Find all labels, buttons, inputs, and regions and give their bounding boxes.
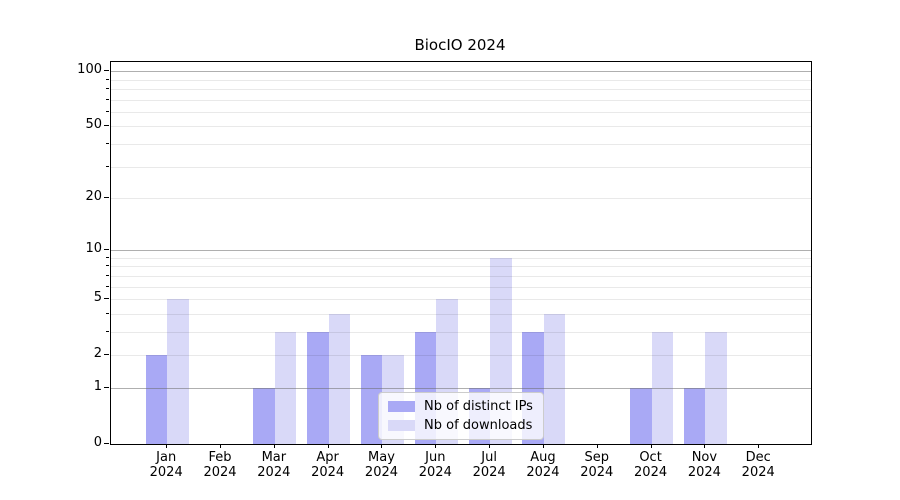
y-minor-tick [106,274,109,276]
year-label: 2024 [580,465,614,480]
y-tick-label: 10 [85,241,102,257]
y-minor-tick [106,98,109,100]
x-tick [381,444,383,448]
month-label: May [368,450,395,465]
x-tick [435,444,437,448]
year-label: 2024 [687,465,721,480]
year-label: 2024 [364,465,399,480]
y-tick [104,125,109,127]
y-minor-tick [106,285,109,287]
bar-apr-ips [307,331,329,444]
bar-nov-ips [683,387,706,444]
year-label: 2024 [203,465,237,480]
bar-jan-ips [145,355,168,444]
bar-jan-downloads [167,299,189,444]
x-tick-label: Nov 2024 [672,450,736,480]
y-minor-tick [106,87,109,89]
y-minor-tick [106,110,109,112]
bar-nov-downloads [705,331,727,444]
x-tick [273,444,275,448]
year-label: 2024 [741,465,775,480]
x-tick-label: Oct 2024 [619,450,683,480]
legend-swatch-downloads [388,420,415,431]
bar-apr-downloads [328,313,351,444]
year-label: 2024 [257,465,291,480]
month-label: Mar [261,450,287,465]
y-tick-label: 5 [93,290,102,306]
year-label: 2024 [311,465,345,480]
plot-area: Nb of distinct IPs Nb of downloads [110,61,812,445]
x-tick [650,444,652,448]
month-label: Aug [530,450,556,465]
x-tick [704,444,706,448]
x-tick-label: Feb 2024 [188,450,252,480]
x-tick-label: Jun 2024 [403,450,467,480]
y-tick-label: 50 [85,117,102,133]
y-tick-label: 0 [93,435,102,450]
month-label: Apr [316,450,339,465]
legend-swatch-distinct-ips [388,401,415,412]
legend: Nb of distinct IPs Nb of downloads [378,392,544,440]
y-tick [104,298,109,300]
x-tick-label: Jan 2024 [134,450,198,480]
y-tick [104,197,109,198]
month-label: Sep [584,450,609,465]
month-label: Dec [745,450,771,465]
x-tick [327,444,329,448]
year-label: 2024 [526,465,560,480]
chart-title: BiocIO 2024 [414,36,506,54]
y-minor-tick [106,78,109,80]
month-label: Jan [156,450,177,465]
x-tick-label: Aug 2024 [511,450,575,480]
month-label: Jul [481,450,497,465]
y-tick-label: 1 [93,378,102,394]
x-tick [758,444,760,448]
y-tick-label: 100 [77,62,102,78]
x-tick-label: Jul 2024 [457,450,521,480]
month-label: Nov [691,450,718,465]
y-minor-tick [106,256,109,258]
month-label: Oct [639,450,662,465]
y-tick-label: 20 [85,189,102,204]
x-tick [596,444,598,448]
y-tick [104,70,109,72]
y-minor-tick [106,142,109,144]
bar-may-ips [360,355,383,444]
x-tick [489,444,491,448]
y-minor-tick [106,312,109,314]
legend-label-distinct-ips: Nb of distinct IPs [424,399,533,414]
x-tick-label: Mar 2024 [242,450,306,480]
month-label: Feb [208,450,232,465]
legend-label-downloads: Nb of downloads [424,418,533,433]
bar-aug-downloads [543,313,566,444]
y-tick [104,354,109,356]
y-minor-tick [106,265,109,267]
bar-oct-downloads [651,331,674,444]
y-tick-label: 2 [93,346,102,362]
x-tick-label: Sep 2024 [565,450,629,480]
y-minor-tick [106,330,109,332]
bar-mar-ips [253,387,275,444]
month-label: Jun [425,450,446,465]
legend-item-downloads: Nb of downloads [388,418,533,433]
year-label: 2024 [149,465,183,480]
year-label: 2024 [634,465,668,480]
x-tick-label: Dec 2024 [726,450,790,480]
x-tick-label: May 2024 [349,450,413,480]
x-tick [166,444,168,448]
y-tick [104,386,109,388]
x-tick [220,444,222,448]
x-tick [542,444,544,448]
bars-layer [111,62,811,444]
bar-oct-ips [630,387,652,444]
year-label: 2024 [418,465,452,480]
y-tick [104,249,109,251]
y-tick [104,443,109,444]
year-label: 2024 [472,465,506,480]
y-minor-tick [106,165,109,167]
x-tick-label: Apr 2024 [296,450,360,480]
legend-item-distinct-ips: Nb of distinct IPs [388,399,533,414]
bar-mar-downloads [274,331,297,444]
